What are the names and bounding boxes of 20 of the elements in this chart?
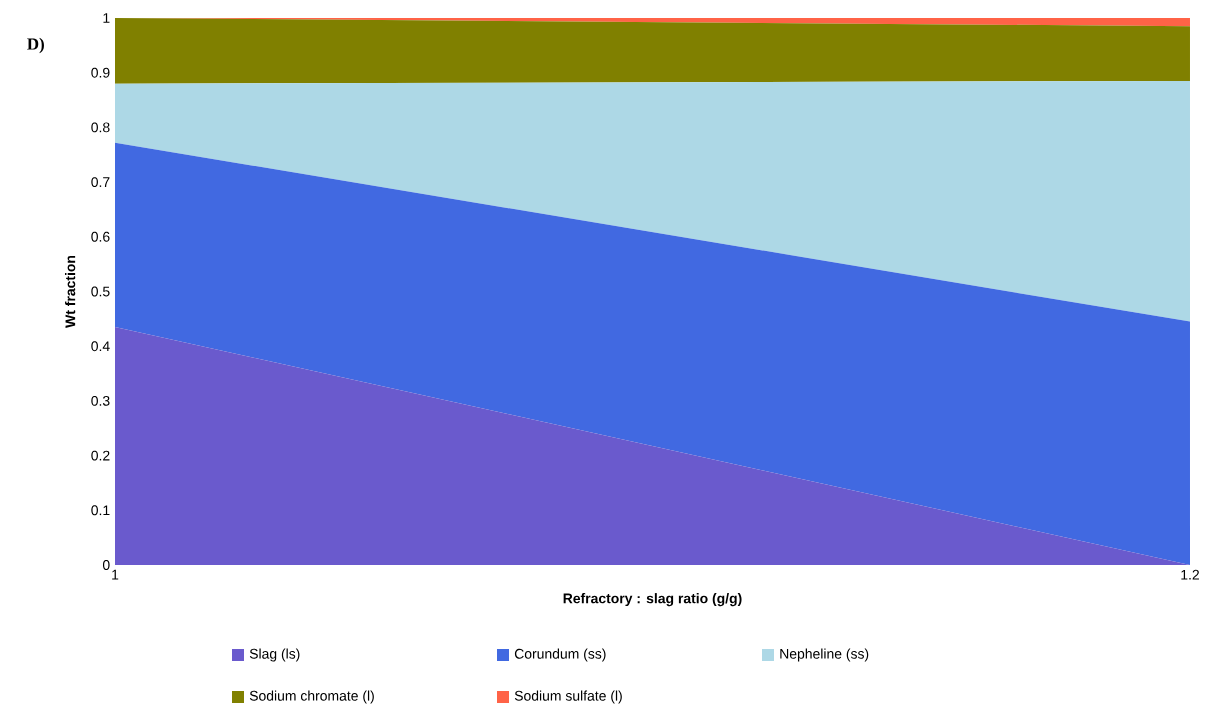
y-tick-label: 0.2: [91, 450, 110, 461]
legend-label: Corundum (ss): [514, 648, 606, 662]
y-tick-label: 0.3: [91, 395, 110, 406]
legend-label: Sodium chromate (l): [249, 690, 374, 704]
y-tick-label: 0.9: [91, 67, 110, 78]
x-tick-label: 1.2: [1181, 569, 1199, 580]
text: D): [27, 37, 44, 54]
legend-label: Sodium sulfate (l): [514, 690, 622, 704]
legend-label: Nepheline (ss): [780, 648, 869, 662]
x-axis-title: Refractory : slag ratio (g/g): [563, 593, 742, 607]
y-tick-label: 0.4: [91, 341, 110, 352]
y-axis-title: Wt fraction: [65, 255, 76, 328]
y-tick-label: 1: [103, 13, 110, 23]
y-tick-label: 0.5: [91, 286, 110, 297]
y-tick-label: 0.7: [91, 177, 110, 188]
legend-label: Slag (ls): [249, 648, 300, 662]
y-tick-label: 0.6: [91, 231, 110, 242]
y-tick-label: 0.1: [91, 505, 110, 516]
y-tick-label: 0: [102, 560, 110, 570]
y-tick-label: 0.8: [91, 122, 110, 133]
